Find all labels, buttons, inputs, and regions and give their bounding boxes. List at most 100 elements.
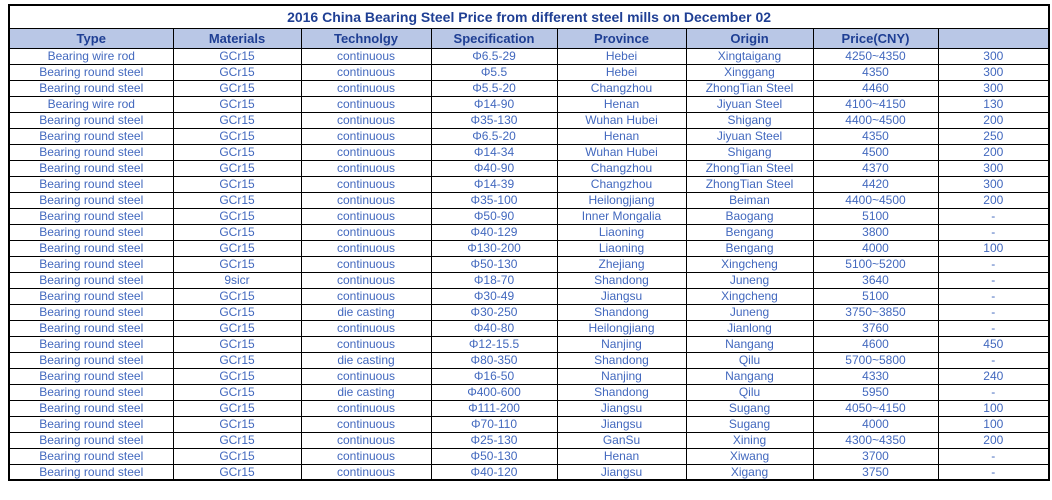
table-row: Bearing round steel GCr15 die casting Φ80-3… — [8, 351, 1050, 369]
table-cell: Shandong — [556, 383, 687, 401]
steel-price-table: 2016 China Bearing Steel Price from diff… — [8, 4, 1051, 481]
table-cell: 4500 — [812, 143, 939, 161]
table-cell: 3750~3850 — [812, 303, 939, 321]
table-cell: 5100 — [812, 207, 939, 225]
table-cell: Xingcheng — [685, 255, 814, 273]
table-cell: GCr15 — [172, 447, 302, 465]
table-cell: GCr15 — [172, 223, 302, 241]
table-cell: GCr15 — [172, 191, 302, 209]
table-cell: Φ6.5-29 — [430, 47, 558, 65]
table-cell: continuous — [300, 159, 432, 177]
table-row: Bearing round steel GCr15 continuous Φ14-39… — [8, 175, 1050, 193]
table-row: Bearing round steel GCr15 continuous Φ5.5 He… — [8, 63, 1050, 81]
table-cell: 200 — [937, 143, 1050, 161]
table-cell: Beiman — [685, 191, 814, 209]
table-row: Bearing round steel GCr15 continuous Φ25-13… — [8, 431, 1050, 449]
table-cell: 100 — [937, 399, 1050, 417]
table-cell: GCr15 — [172, 255, 302, 273]
table-row: Bearing round steel GCr15 continuous Φ16-50… — [8, 367, 1050, 385]
table-cell: - — [937, 447, 1050, 465]
table-cell: 4370 — [812, 159, 939, 177]
table-cell: 450 — [937, 335, 1050, 353]
table-cell: Bearing round steel — [8, 175, 174, 193]
table-cell: Φ70-110 — [430, 415, 558, 433]
table-cell: 200 — [937, 431, 1050, 449]
table-row: Bearing round steel GCr15 continuous Φ111-2… — [8, 399, 1050, 417]
table-cell: ZhongTian Steel — [685, 79, 814, 97]
table-row: Bearing round steel GCr15 continuous Φ35-10… — [8, 191, 1050, 209]
table-cell: Bearing round steel — [8, 143, 174, 161]
table-cell: Qilu — [685, 383, 814, 401]
table-cell: - — [937, 255, 1050, 273]
table-cell: Hebei — [556, 63, 687, 81]
table-cell: Φ6.5-20 — [430, 127, 558, 145]
table-cell: 5700~5800 — [812, 351, 939, 369]
table-row: Bearing round steel GCr15 continuous Φ40-80… — [8, 319, 1050, 337]
table-row: Bearing round steel GCr15 continuous Φ50-13… — [8, 255, 1050, 273]
table-row: Bearing round steel 9sicr continuous Φ18-70… — [8, 271, 1050, 289]
table-cell: 3800 — [812, 223, 939, 241]
table-cell: 4420 — [812, 175, 939, 193]
table-cell: continuous — [300, 207, 432, 225]
table-row: Bearing round steel GCr15 continuous Φ12-15… — [8, 335, 1050, 353]
table-cell: 4460 — [812, 79, 939, 97]
table-cell: Jiangsu — [556, 287, 687, 305]
table-cell: 4400~4500 — [812, 191, 939, 209]
table-cell: - — [937, 303, 1050, 321]
table-cell: 4250~4350 — [812, 47, 939, 65]
table-cell: Φ80-350 — [430, 351, 558, 369]
table-cell: - — [937, 223, 1050, 241]
table-cell: die casting — [300, 383, 432, 401]
table-cell: Φ40-120 — [430, 463, 558, 481]
column-header-origin: Origin — [685, 27, 814, 49]
table-cell: ZhongTian Steel — [685, 175, 814, 193]
table-cell: continuous — [300, 415, 432, 433]
table-cell: Inner Mongalia — [556, 207, 687, 225]
table-cell: continuous — [300, 223, 432, 241]
table-cell: Jiyuan Steel — [685, 95, 814, 113]
table-cell: Juneng — [685, 303, 814, 321]
table-cell: GCr15 — [172, 159, 302, 177]
table-cell: 4350 — [812, 63, 939, 81]
table-row: Bearing round steel GCr15 continuous Φ50-13… — [8, 447, 1050, 465]
table-cell: 100 — [937, 415, 1050, 433]
table-cell: 4400~4500 — [812, 111, 939, 129]
table-cell: continuous — [300, 79, 432, 97]
table-cell: Heilongjiang — [556, 191, 687, 209]
table-cell: GCr15 — [172, 303, 302, 321]
table-cell: die casting — [300, 351, 432, 369]
page: 2016 China Bearing Steel Price from diff… — [8, 4, 1051, 481]
table-cell: 4350 — [812, 127, 939, 145]
table-cell: - — [937, 271, 1050, 289]
table-cell: continuous — [300, 63, 432, 81]
table-cell: continuous — [300, 287, 432, 305]
table-cell: - — [937, 287, 1050, 305]
table-cell: Φ14-90 — [430, 95, 558, 113]
table-cell: Henan — [556, 127, 687, 145]
table-cell: Bearing round steel — [8, 335, 174, 353]
table-cell: ZhongTian Steel — [685, 159, 814, 177]
table-cell: Bearing round steel — [8, 271, 174, 289]
table-cell: Φ30-49 — [430, 287, 558, 305]
table-cell: continuous — [300, 319, 432, 337]
table-cell: GCr15 — [172, 239, 302, 257]
table-cell: Nanjing — [556, 335, 687, 353]
table-cell: Bearing round steel — [8, 223, 174, 241]
table-cell: - — [937, 351, 1050, 369]
table-cell: Shandong — [556, 271, 687, 289]
table-cell: Bearing round steel — [8, 111, 174, 129]
table-cell: 200 — [937, 111, 1050, 129]
column-header-price-cny: Price(CNY) — [812, 27, 939, 49]
table-cell: Φ30-250 — [430, 303, 558, 321]
table-cell: 300 — [937, 159, 1050, 177]
table-cell: GCr15 — [172, 431, 302, 449]
table-cell: 4050~4150 — [812, 399, 939, 417]
table-cell: Bearing round steel — [8, 415, 174, 433]
table-cell: continuous — [300, 255, 432, 273]
table-cell: - — [937, 383, 1050, 401]
table-cell: Xiwang — [685, 447, 814, 465]
table-cell: Φ14-39 — [430, 175, 558, 193]
table-cell: Juneng — [685, 271, 814, 289]
table-cell: Φ400-600 — [430, 383, 558, 401]
table-cell: Zhejiang — [556, 255, 687, 273]
